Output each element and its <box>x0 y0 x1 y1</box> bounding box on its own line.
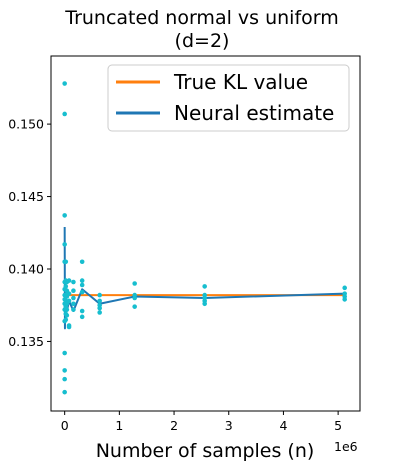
sample-point <box>132 295 137 301</box>
sample-point <box>202 301 207 307</box>
sample-point <box>97 310 102 315</box>
plot-area <box>62 81 347 395</box>
sample-point <box>79 314 85 320</box>
sample-point <box>71 301 76 307</box>
sample-point <box>132 281 137 286</box>
legend-label-true-kl: True KL value <box>173 70 308 94</box>
sample-point <box>97 305 102 311</box>
x-axis-label: Number of samples (n) <box>96 440 315 462</box>
sample-point <box>71 279 76 285</box>
sample-point <box>342 285 347 291</box>
sample-point <box>66 291 72 296</box>
sample-point <box>62 368 67 373</box>
sample-point <box>62 389 67 395</box>
plot-frame <box>50 55 361 412</box>
sample-point <box>62 111 67 117</box>
neural-estimate-line <box>63 226 345 330</box>
legend-label-neural-estimate: Neural estimate <box>174 101 334 125</box>
sample-point <box>97 298 102 304</box>
y-tick-label: 0.135 <box>8 334 44 349</box>
sample-point <box>79 259 85 265</box>
sample-point <box>66 298 72 304</box>
sample-point <box>79 308 85 314</box>
legend: True KL value Neural estimate <box>107 64 350 132</box>
sample-point <box>71 288 76 294</box>
chart-title-line-2: (d=2) <box>175 30 230 52</box>
legend-box <box>107 64 350 132</box>
sample-point <box>66 278 72 283</box>
y-tick-label: 0.150 <box>8 117 44 132</box>
sample-point <box>62 81 67 86</box>
y-tick-label: 0.140 <box>8 262 44 277</box>
sample-point <box>64 307 70 312</box>
y-tick-label: 0.145 <box>8 189 44 204</box>
sample-point <box>62 213 67 218</box>
sample-point <box>62 376 67 382</box>
x-tick-label: 2 <box>170 418 178 433</box>
x-tick-label: 5 <box>334 418 342 433</box>
sample-point <box>97 292 102 298</box>
sample-point <box>71 307 76 312</box>
sample-point <box>342 297 347 302</box>
sample-point <box>62 242 67 247</box>
sample-point <box>132 304 137 309</box>
x-tick-label: 3 <box>225 418 233 433</box>
sample-point <box>202 284 207 289</box>
axis-ticks: 0 1 2 3 4 5 0.135 0.140 0.145 0.150 <box>8 117 342 433</box>
sample-point <box>79 278 85 283</box>
x-tick-label: 0 <box>61 418 69 433</box>
sample-point <box>63 284 69 289</box>
sample-point <box>64 313 70 318</box>
sample-point <box>71 295 76 301</box>
sample-point <box>79 282 85 288</box>
sample-point <box>66 324 72 330</box>
x-tick-label: 1 <box>115 418 123 433</box>
sample-point <box>63 259 69 265</box>
chart-title-line-1: Truncated normal vs uniform <box>64 7 339 29</box>
sample-point <box>62 350 67 356</box>
sample-point <box>63 317 69 323</box>
x-axis-offset-label: 1e6 <box>334 439 358 454</box>
x-tick-label: 4 <box>279 418 287 433</box>
sample-point <box>79 289 85 295</box>
